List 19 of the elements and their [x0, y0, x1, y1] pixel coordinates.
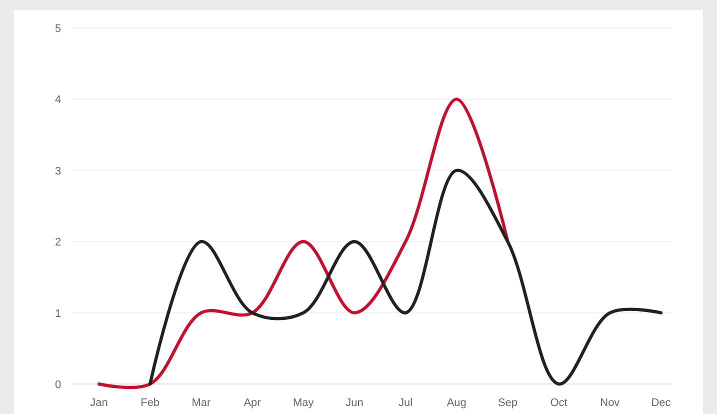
x-tick-label: Jan — [90, 397, 108, 409]
y-tick-label: 2 — [54, 236, 62, 249]
x-tick-label: Jul — [398, 397, 413, 409]
x-tick-label: Nov — [600, 397, 620, 409]
x-tick-label: Dec — [651, 397, 672, 409]
x-tick-label: Aug — [446, 397, 466, 409]
y-tick-label: 3 — [54, 165, 62, 178]
x-tick-label: Sep — [498, 397, 518, 409]
y-tick-label: 4 — [54, 94, 62, 106]
x-tick-label: Feb — [140, 397, 160, 409]
x-tick-label: Apr — [244, 397, 262, 409]
x-tick-label: Jun — [346, 397, 364, 409]
x-tick-label: May — [292, 397, 314, 409]
y-tick-label: 1 — [54, 308, 62, 320]
y-tick-label: 5 — [54, 23, 62, 35]
x-tick-label: Oct — [550, 397, 568, 409]
y-tick-label: 0 — [54, 379, 62, 391]
line-series — [148, 168, 663, 386]
x-tick-label: Mar — [192, 397, 211, 409]
